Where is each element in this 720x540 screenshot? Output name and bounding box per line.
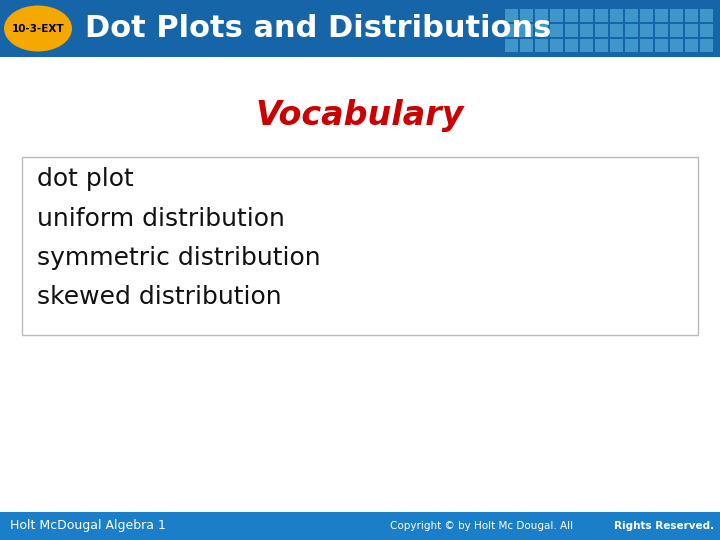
- Bar: [22, 157, 698, 335]
- Bar: [640, 9, 653, 22]
- Bar: [550, 39, 563, 52]
- Bar: [520, 9, 533, 22]
- Bar: [0, 0, 720, 57]
- Bar: [595, 24, 608, 37]
- Bar: [685, 9, 698, 22]
- Bar: [535, 39, 548, 52]
- Bar: [580, 24, 593, 37]
- Ellipse shape: [4, 5, 72, 51]
- Bar: [565, 24, 578, 37]
- Bar: [610, 24, 623, 37]
- Text: skewed distribution: skewed distribution: [37, 286, 282, 309]
- Bar: [685, 39, 698, 52]
- Bar: [565, 9, 578, 22]
- Bar: [670, 39, 683, 52]
- Bar: [655, 24, 668, 37]
- Bar: [625, 24, 638, 37]
- Bar: [580, 9, 593, 22]
- Bar: [505, 39, 518, 52]
- Bar: [505, 24, 518, 37]
- Bar: [550, 9, 563, 22]
- Bar: [580, 39, 593, 52]
- Bar: [640, 24, 653, 37]
- Bar: [610, 9, 623, 22]
- Bar: [625, 39, 638, 52]
- Text: Rights Reserved.: Rights Reserved.: [614, 521, 714, 531]
- Text: 10-3-EXT: 10-3-EXT: [12, 24, 64, 33]
- Bar: [655, 9, 668, 22]
- Bar: [595, 9, 608, 22]
- Bar: [670, 24, 683, 37]
- Bar: [550, 24, 563, 37]
- Bar: [520, 39, 533, 52]
- Bar: [610, 39, 623, 52]
- Bar: [700, 24, 713, 37]
- Bar: [625, 9, 638, 22]
- Bar: [595, 39, 608, 52]
- Bar: [520, 24, 533, 37]
- Bar: [535, 24, 548, 37]
- Bar: [0, 512, 720, 540]
- Bar: [700, 9, 713, 22]
- Text: Dot Plots and Distributions: Dot Plots and Distributions: [85, 14, 552, 43]
- Text: Copyright © by Holt Mc Dougal. All: Copyright © by Holt Mc Dougal. All: [390, 521, 577, 531]
- Text: uniform distribution: uniform distribution: [37, 206, 285, 231]
- Bar: [640, 39, 653, 52]
- Bar: [565, 39, 578, 52]
- Bar: [670, 9, 683, 22]
- Text: Holt McDougal Algebra 1: Holt McDougal Algebra 1: [10, 519, 166, 532]
- Bar: [700, 39, 713, 52]
- Text: dot plot: dot plot: [37, 167, 134, 191]
- Bar: [655, 39, 668, 52]
- Bar: [505, 9, 518, 22]
- Bar: [685, 24, 698, 37]
- Text: Vocabulary: Vocabulary: [256, 98, 464, 132]
- Bar: [535, 9, 548, 22]
- Text: symmetric distribution: symmetric distribution: [37, 246, 320, 270]
